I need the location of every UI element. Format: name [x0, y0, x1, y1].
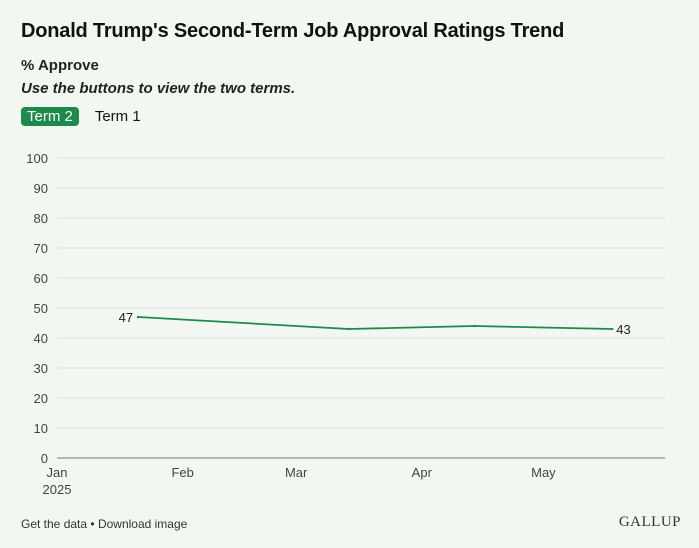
data-labels: 47 43 — [119, 310, 631, 337]
chart-subtitle: % Approve — [21, 57, 99, 74]
footer-links: Get the data • Download image — [21, 517, 187, 531]
x-tick-label-may: May — [531, 465, 556, 480]
x-tick-label-mar: Mar — [285, 465, 308, 480]
y-tick-label-80: 80 — [34, 211, 48, 226]
y-tick-label-100: 100 — [26, 151, 48, 166]
get-data-link[interactable]: Get the data — [21, 517, 88, 531]
y-tick-label-40: 40 — [34, 331, 48, 346]
y-tick-label-70: 70 — [34, 241, 48, 256]
tab-term-1[interactable]: Term 1 — [87, 107, 149, 126]
data-point-1 — [347, 327, 351, 331]
chart-note: Use the buttons to view the two terms. — [21, 80, 296, 97]
y-tick-label-20: 20 — [34, 391, 48, 406]
data-point-3 — [611, 327, 614, 331]
y-tick-label-90: 90 — [34, 181, 48, 196]
series-layer — [136, 315, 614, 331]
footer-separator: • — [90, 517, 95, 531]
y-axis-ticks: 0 10 20 30 40 50 60 70 80 90 100 — [26, 151, 48, 466]
data-point-0 — [136, 315, 140, 319]
x-tick-label-jan: Jan — [47, 465, 68, 480]
y-tick-label-10: 10 — [34, 421, 48, 436]
y-tick-label-60: 60 — [34, 271, 48, 286]
series-line-approve — [138, 316, 613, 330]
x-tick-label-feb: Feb — [171, 465, 193, 480]
data-point-2 — [473, 324, 476, 328]
chart-title: Donald Trump's Second-Term Job Approval … — [21, 20, 565, 42]
data-label-first: 47 — [119, 310, 133, 325]
y-tick-label-50: 50 — [34, 301, 48, 316]
term-tabs: Term 2 Term 1 — [21, 107, 149, 126]
y-tick-label-30: 30 — [34, 361, 48, 376]
x-tick-label-apr: Apr — [412, 465, 433, 480]
grid-lines — [57, 157, 665, 459]
y-tick-label-0: 0 — [41, 451, 48, 466]
tab-term-2[interactable]: Term 2 — [21, 107, 79, 126]
x-axis-ticks: Jan 2025 Feb Mar Apr May — [43, 465, 557, 497]
x-tick-sublabel-2025: 2025 — [43, 482, 72, 497]
download-image-link[interactable]: Download image — [97, 517, 188, 531]
gallup-logo: GALLUP — [618, 514, 681, 530]
data-label-last: 43 — [616, 322, 630, 337]
